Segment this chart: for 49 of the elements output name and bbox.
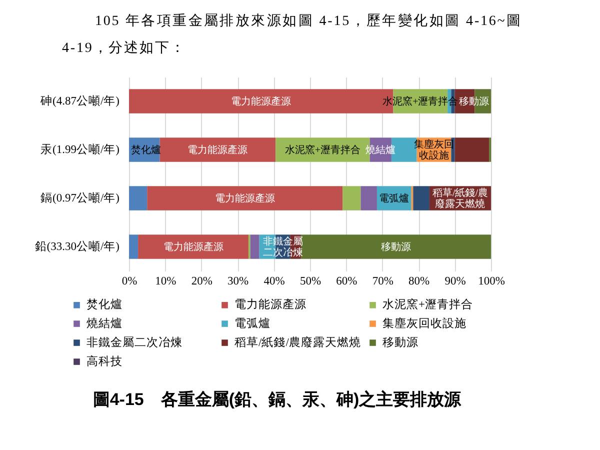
legend-label: 非鐵金屬二次冶煉 [86,336,182,349]
bar [413,186,430,210]
y-tick-label: 鉛(33.30公噸/年) [34,240,120,253]
x-tick-label: 40% [264,276,286,288]
data-label: 電力能源產源 [188,144,248,156]
data-label: 水泥窯+瀝青拌合 [284,144,360,156]
bar [250,234,260,259]
legend-label: 高科技 [86,354,122,368]
x-tick-label: 70% [372,276,394,288]
bar [342,186,361,210]
bar [129,89,394,114]
y-tick-label: 砷(4.87公噸/年) [40,94,120,108]
bar [360,186,377,210]
y-tick-label: 鎘(0.97公噸/年) [40,191,120,204]
x-tick-label: 20% [191,276,213,288]
legend-label: 水泥窯+瀝青拌合 [382,297,473,312]
x-tick-label: 100% [478,276,506,288]
legend-label: 稻草/紙錢/農廢露天燃燒 [234,334,361,349]
x-tick-label: 80% [408,276,430,288]
text: 圖4-15 各重金屬(鉛、鎘、汞、砷)之主要排放源 [92,390,462,409]
text: 105 年各項重金屬排放來源如圖 4-15，歷年變化如圖 4-16~圖 4-19，分述如下： [62,12,522,58]
bar [129,186,148,210]
legend-label: 集塵灰回收設施 [382,316,466,330]
data-label: 電力能源產源 [163,240,224,253]
legend-label: 電力能源產源 [234,298,306,312]
bar [129,234,138,259]
legend-label: 電弧爐 [234,316,270,330]
bar [454,138,490,162]
x-tick-label: 10% [155,276,177,288]
bar [160,138,276,162]
x-tick-label: 90% [444,276,466,288]
x-tick-label: 30% [228,276,250,288]
legend-label: 燒結爐 [86,316,122,330]
bar [300,234,491,259]
bar [147,186,343,210]
data-label: 非鐵金屬二次冶煉 [262,235,303,258]
legend-label: 焚化爐 [86,298,122,312]
x-tick-label: 0% [122,276,138,288]
y-tick-label: 汞(1.99公噸/年) [40,142,120,156]
data-label: 移動源 [380,240,411,253]
bar [138,234,248,259]
legend-label: 移動源 [382,336,418,349]
data-label: 稻草/紙錢/農廢露天燃燒 [432,186,488,210]
x-tick-label: 60% [336,276,358,288]
data-label: 電弧爐 [379,192,410,204]
data-label: 電力能源產源 [214,192,275,204]
data-label: 移動源 [459,95,489,108]
data-label: 電力能源產源 [231,95,292,108]
x-tick-label: 50% [300,276,322,288]
